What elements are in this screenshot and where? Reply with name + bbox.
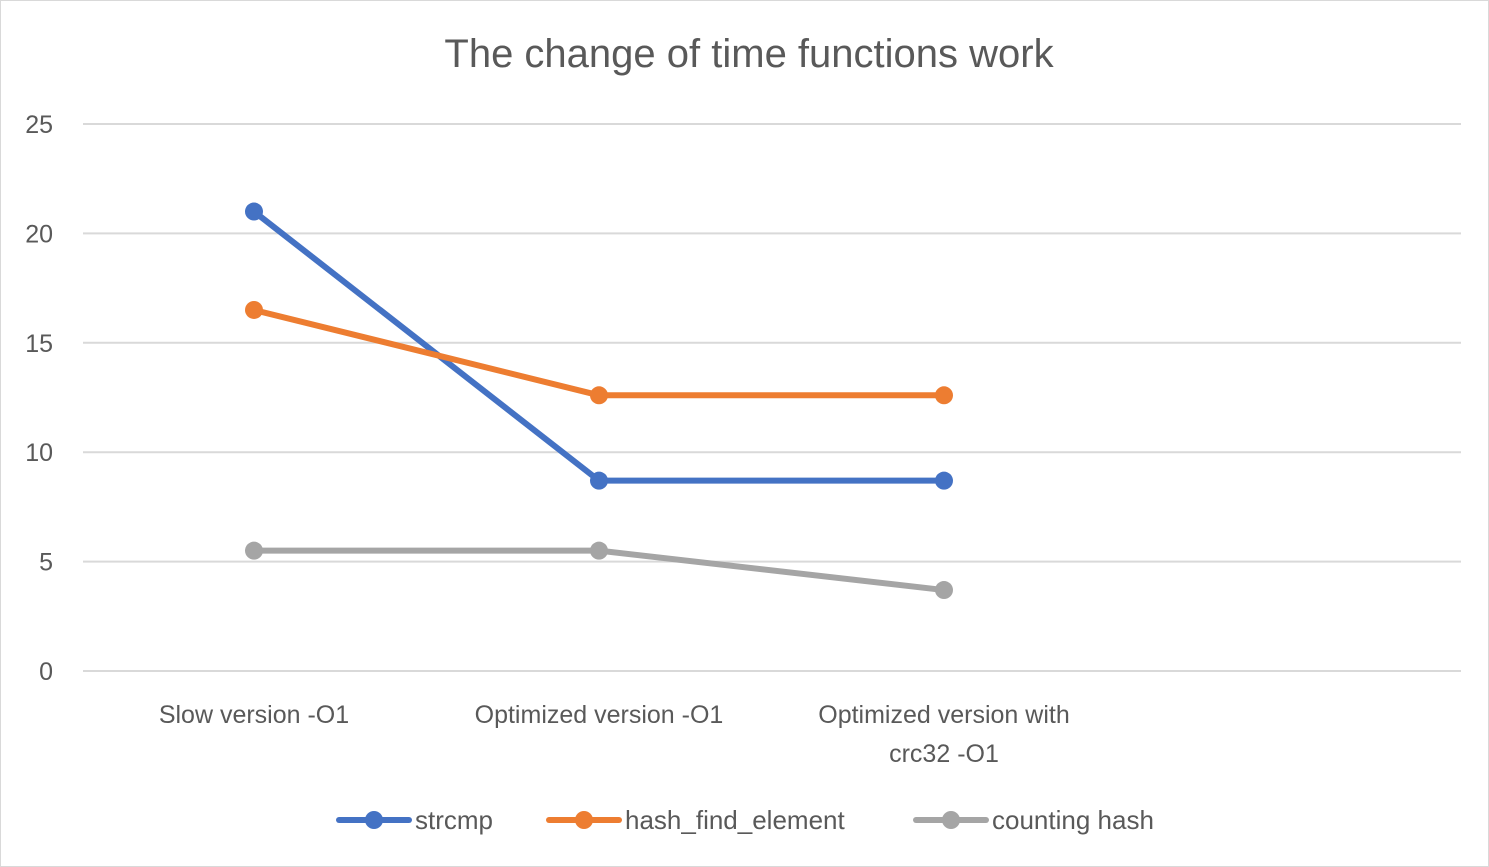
x-category-label: crc32 -O1	[889, 740, 999, 768]
legend-label: strcmp	[415, 805, 493, 835]
series-line	[251, 208, 947, 484]
legend: strcmp hash_find_element counting hash	[336, 805, 1154, 835]
y-axis-tick-labels: 0 5 10 15 20 25	[25, 111, 53, 686]
x-category-label: Optimized version with	[818, 701, 1069, 729]
x-axis-category-labels: Slow version -O1 Optimized version -O1 Opt…	[159, 701, 1070, 768]
series-strcmp	[245, 202, 953, 490]
data-point	[245, 541, 263, 560]
chart-title: The change of time functions work	[444, 32, 1054, 76]
data-point	[245, 202, 263, 221]
data-point	[935, 581, 953, 600]
y-tick-label: 15	[25, 330, 53, 358]
data-point	[935, 386, 953, 405]
data-point	[935, 471, 953, 490]
y-tick-label: 10	[25, 439, 53, 467]
legend-marker	[365, 811, 383, 829]
series-layer	[245, 202, 953, 600]
series-counting hash	[245, 541, 953, 600]
data-point	[590, 471, 608, 490]
data-point	[590, 386, 608, 405]
series-line	[251, 306, 947, 399]
legend-marker	[942, 811, 960, 829]
series-hash_find_element	[245, 300, 953, 405]
x-category-label: Slow version -O1	[159, 701, 349, 729]
y-tick-label: 0	[39, 658, 53, 686]
x-category-label: Optimized version -O1	[475, 701, 724, 729]
y-tick-label: 20	[25, 220, 53, 248]
legend-label: counting hash	[992, 805, 1154, 835]
data-point	[245, 300, 263, 319]
legend-item-strcmp: strcmp	[336, 805, 493, 835]
gridlines	[83, 123, 1461, 672]
legend-marker	[575, 811, 593, 829]
y-tick-label: 25	[25, 111, 53, 139]
legend-label: hash_find_element	[625, 805, 845, 835]
y-tick-label: 5	[39, 549, 53, 577]
legend-item-hash_find_element: hash_find_element	[546, 805, 845, 835]
legend-item-counting hash: counting hash	[913, 805, 1154, 835]
data-point	[590, 541, 608, 560]
